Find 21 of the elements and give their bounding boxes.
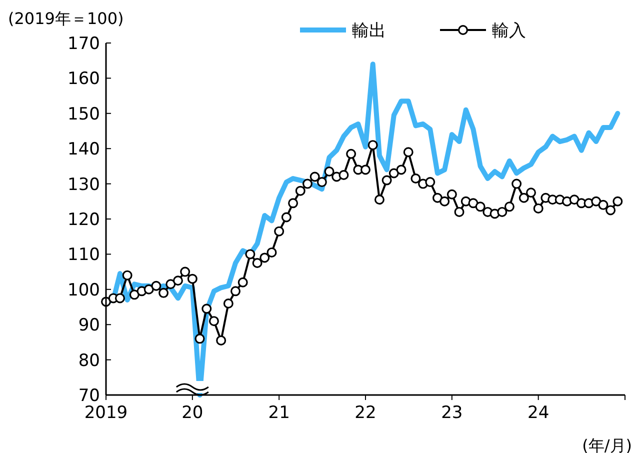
x-tick-label: 23	[441, 403, 463, 423]
x-tick-label: 20	[182, 403, 204, 423]
y-tick-label: 150	[68, 104, 100, 124]
y-tick-label: 160	[68, 69, 100, 90]
y-axis-title: (2019年＝100)	[8, 9, 124, 28]
y-tick-label: 100	[68, 280, 100, 300]
y-tick-label: 130	[68, 174, 100, 195]
y-tick-label: 170	[68, 34, 100, 54]
y-tick-label: 90	[78, 316, 100, 336]
x-tick-label: 22	[354, 403, 376, 423]
y-tick-label: 70	[78, 386, 100, 406]
x-axis-title: (年/月)	[582, 436, 632, 453]
y-tick-label: 140	[68, 140, 100, 160]
x-tick-label: 21	[268, 403, 290, 423]
legend-label: 輸入	[492, 21, 526, 41]
x-tick-label: 24	[528, 403, 550, 423]
y-tick-label: 120	[68, 210, 100, 230]
y-tick-label: 110	[68, 245, 100, 266]
x-tick-label: 2019	[84, 403, 128, 423]
y-tick-label: 80	[78, 350, 100, 371]
legend-label: 輸出	[352, 21, 386, 41]
